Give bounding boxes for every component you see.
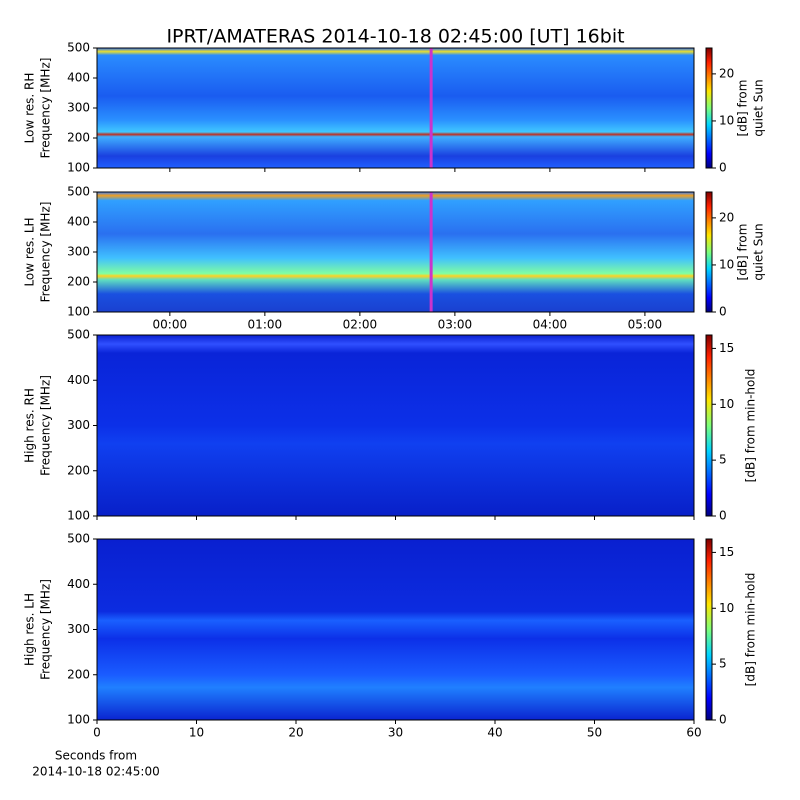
y-tick-label: 400 [67, 215, 90, 229]
colorbar [705, 191, 713, 313]
colorbar-tick-label: 20 [719, 210, 734, 224]
y-tick-label: 400 [67, 71, 90, 85]
x-tick-label: 60 [686, 726, 701, 740]
y-tick-label: 400 [67, 577, 90, 591]
colorbar-label: quiet Sun [752, 223, 766, 280]
x-tick-label: 20 [288, 726, 303, 740]
x-tick-label: 01:00 [248, 318, 283, 332]
y-tick-label: 200 [67, 463, 90, 477]
x-tick-label: 05:00 [628, 318, 663, 332]
colorbar-label: quiet Sun [752, 79, 766, 136]
chart-title: IPRT/AMATERAS 2014-10-18 02:45:00 [UT] 1… [166, 26, 624, 48]
y-tick-label: 400 [67, 373, 90, 387]
y-tick-label: 300 [67, 101, 90, 115]
colorbar [705, 47, 713, 169]
colorbar-tick-label: 20 [719, 66, 734, 80]
y-axis-label: Low res. LH [23, 217, 37, 286]
colorbar-label: [dB] from min-hold [744, 369, 758, 483]
y-tick-label: 300 [67, 622, 90, 636]
y-tick-label: 100 [67, 713, 90, 727]
colorbar-tick-label: 10 [719, 601, 734, 615]
colorbar-tick-label: 15 [719, 341, 734, 355]
colorbar-tick-label: 10 [719, 397, 734, 411]
y-tick-label: 500 [67, 328, 90, 342]
spectrogram [97, 192, 694, 312]
colorbar-label: [dB] from [736, 224, 750, 281]
y-tick-label: 300 [67, 418, 90, 432]
y-axis-label: Frequency [MHz] [39, 375, 53, 476]
y-axis-label: Low res. RH [23, 73, 37, 144]
x-tick-label: 02:00 [343, 318, 378, 332]
colorbar-tick-label: 10 [719, 257, 734, 271]
colorbar-label: [dB] from min-hold [744, 573, 758, 687]
colorbar-label: [dB] from [736, 80, 750, 137]
x-tick-label: 03:00 [438, 318, 473, 332]
y-tick-label: 200 [67, 667, 90, 681]
x-tick-label: 00:00 [153, 318, 188, 332]
y-axis-label: Frequency [MHz] [39, 58, 53, 159]
x-tick-label: 40 [487, 726, 502, 740]
spectrogram [97, 48, 694, 168]
spectrogram [97, 335, 694, 516]
colorbar-tick-label: 10 [719, 113, 734, 127]
colorbar [705, 334, 713, 517]
colorbar-tick-label: 5 [719, 453, 727, 467]
colorbar-tick-label: 15 [719, 545, 734, 559]
x-tick-label: 30 [388, 726, 403, 740]
y-tick-label: 200 [67, 131, 90, 145]
x-tick-label: 04:00 [533, 318, 568, 332]
x-tick-label: 10 [189, 726, 204, 740]
y-tick-label: 200 [67, 275, 90, 289]
y-tick-label: 100 [67, 305, 90, 319]
y-axis-label: High res. LH [23, 593, 37, 666]
x-axis-label: Seconds from [55, 749, 137, 763]
y-tick-label: 500 [67, 532, 90, 546]
y-axis-label: High res. RH [23, 388, 37, 463]
spectrogram [97, 539, 694, 720]
colorbar [705, 538, 713, 721]
colorbar-tick-label: 0 [719, 161, 727, 175]
y-tick-label: 300 [67, 245, 90, 259]
x-tick-label: 50 [587, 726, 602, 740]
y-tick-label: 100 [67, 509, 90, 523]
colorbar-tick-label: 0 [719, 509, 727, 523]
y-tick-label: 500 [67, 41, 90, 55]
colorbar-tick-label: 0 [719, 305, 727, 319]
x-axis-label: 2014-10-18 02:45:00 [32, 765, 159, 779]
colorbar-tick-label: 0 [719, 713, 727, 727]
x-tick-label: 0 [93, 726, 101, 740]
y-axis-label: Frequency [MHz] [39, 202, 53, 303]
y-tick-label: 100 [67, 161, 90, 175]
y-axis-label: Frequency [MHz] [39, 579, 53, 680]
y-tick-label: 500 [67, 185, 90, 199]
colorbar-tick-label: 5 [719, 657, 727, 671]
